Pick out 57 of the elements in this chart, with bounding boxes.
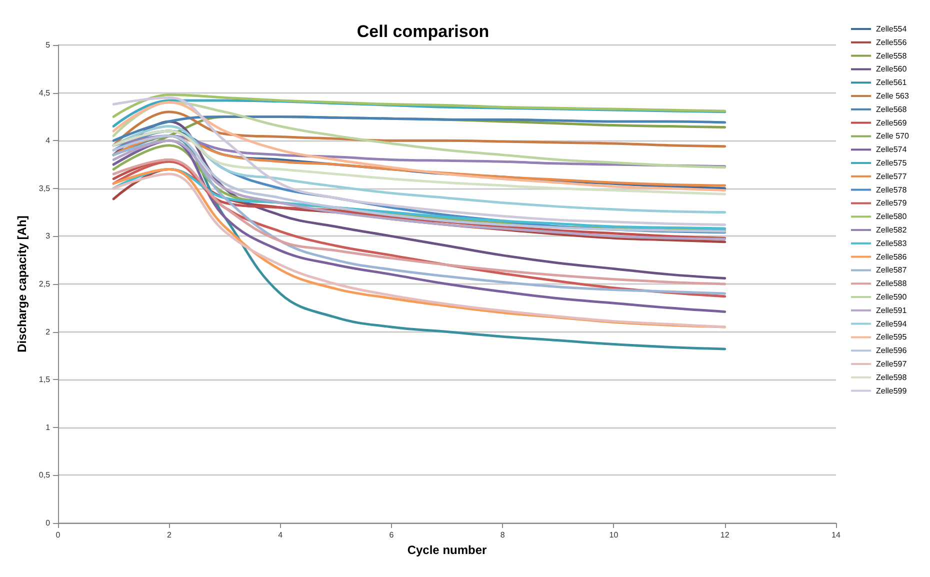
legend-label: Zelle560 [876,64,908,74]
legend-label: Zelle575 [876,158,908,168]
x-tick-label: 14 [832,530,841,540]
y-tick-label: 0 [46,518,51,528]
legend-label: Zelle596 [876,346,908,356]
legend-label: Zelle568 [876,104,908,114]
legend-label: Zelle590 [876,292,908,302]
y-tick-label: 3,5 [38,184,51,193]
legend-label: Zelle578 [876,185,908,194]
y-tick-label: 5 [46,40,51,50]
legend-label: Zelle587 [876,266,908,275]
line-series [112,101,726,192]
line-series [112,110,726,148]
x-tick-label: 0 [56,530,61,540]
y-tick-label: 2 [46,327,51,336]
y-tick-label: 1 [46,422,51,432]
legend-label: Zelle569 [876,118,908,128]
y-tick-label: 4,5 [38,88,51,98]
legend-label: Zelle579 [876,198,908,208]
y-tick-label: 1,5 [38,375,51,384]
legend-label: Zelle586 [876,252,908,262]
legend-label: Zelle598 [876,372,908,382]
y-tick-label: 0,5 [38,470,51,480]
x-tick-label: 12 [720,530,730,540]
line-series [112,96,726,226]
x-tick-label: 6 [389,530,394,540]
legend-label: Zelle582 [876,226,908,234]
line-series [112,115,726,142]
legend-label: Zelle583 [876,238,908,248]
chart-title: Cell comparison [356,22,490,41]
x-tick-label: 2 [166,530,172,540]
legend-label: Zelle574 [876,145,908,154]
legend-label: Zelle577 [876,172,908,181]
legend-label: Zelle558 [876,51,908,60]
legend-label: Zelle 570 [876,132,910,141]
legend-label: Zelle588 [876,279,908,288]
x-tick-label: 10 [609,530,619,540]
y-tick-label: 2,5 [38,280,51,288]
legend-label: Zelle554 [876,24,908,34]
x-tick-label: 4 [278,530,284,540]
legend-label: Zelle599 [876,386,908,396]
legend-label: Zelle580 [876,212,908,222]
line-series [112,93,726,118]
legend-label: Zelle556 [876,38,908,47]
y-tick-label: 4 [46,136,51,146]
legend-label: Zelle591 [876,306,908,315]
legend-label: Zelle561 [876,78,908,88]
legend-label: Zelle 563 [876,92,910,100]
legend-label: Zelle594 [876,319,908,328]
legend-label: Zelle595 [876,332,908,342]
y-tick-label: 3 [46,232,51,241]
line-series [112,101,726,169]
x-axis-title: Cycle number [407,542,488,557]
line-series [112,125,726,214]
y-axis-title: Discharge capacity [Ah] [15,216,29,352]
legend-label: Zelle597 [876,360,908,368]
x-tick-label: 8 [500,530,506,540]
